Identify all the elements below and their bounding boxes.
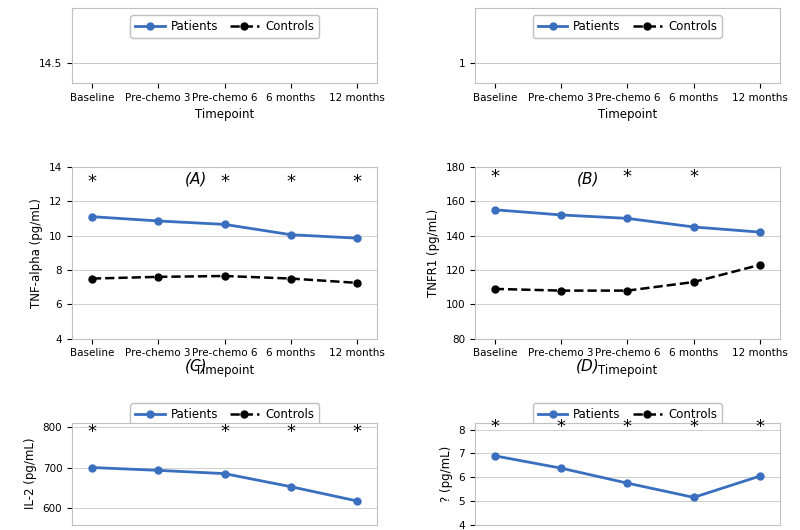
Text: (C): (C) xyxy=(185,358,207,373)
Y-axis label: IL-2 (pg/mL): IL-2 (pg/mL) xyxy=(24,438,37,509)
Text: (B): (B) xyxy=(577,172,599,187)
Text: *: * xyxy=(623,418,632,436)
Legend: Patients, Controls: Patients, Controls xyxy=(533,403,722,426)
Text: *: * xyxy=(220,173,229,191)
Text: *: * xyxy=(690,418,698,436)
X-axis label: Timepoint: Timepoint xyxy=(598,108,657,121)
Text: *: * xyxy=(490,168,499,186)
Legend: Patients, Controls: Patients, Controls xyxy=(130,15,319,38)
X-axis label: Timepoint: Timepoint xyxy=(195,364,254,377)
Text: *: * xyxy=(286,422,295,440)
Text: *: * xyxy=(690,168,698,186)
X-axis label: Timepoint: Timepoint xyxy=(598,364,657,377)
Y-axis label: TNFR1 (pg/mL): TNFR1 (pg/mL) xyxy=(426,209,440,297)
Y-axis label: ? (pg/mL): ? (pg/mL) xyxy=(440,446,453,502)
Text: *: * xyxy=(755,418,765,436)
Text: *: * xyxy=(220,422,229,440)
Text: *: * xyxy=(490,418,499,436)
Legend: Patients, Controls: Patients, Controls xyxy=(533,15,722,38)
Text: (A): (A) xyxy=(185,172,207,187)
Y-axis label: TNF-alpha (pg/mL): TNF-alpha (pg/mL) xyxy=(30,198,43,308)
Legend: Patients, Controls: Patients, Controls xyxy=(130,403,319,426)
Text: *: * xyxy=(353,422,362,440)
Text: *: * xyxy=(286,173,295,191)
Text: *: * xyxy=(623,168,632,186)
Text: *: * xyxy=(87,173,97,191)
Text: *: * xyxy=(557,418,566,436)
Text: *: * xyxy=(87,422,97,440)
Text: *: * xyxy=(353,173,362,191)
X-axis label: Timepoint: Timepoint xyxy=(195,108,254,121)
Text: (D): (D) xyxy=(576,358,600,373)
